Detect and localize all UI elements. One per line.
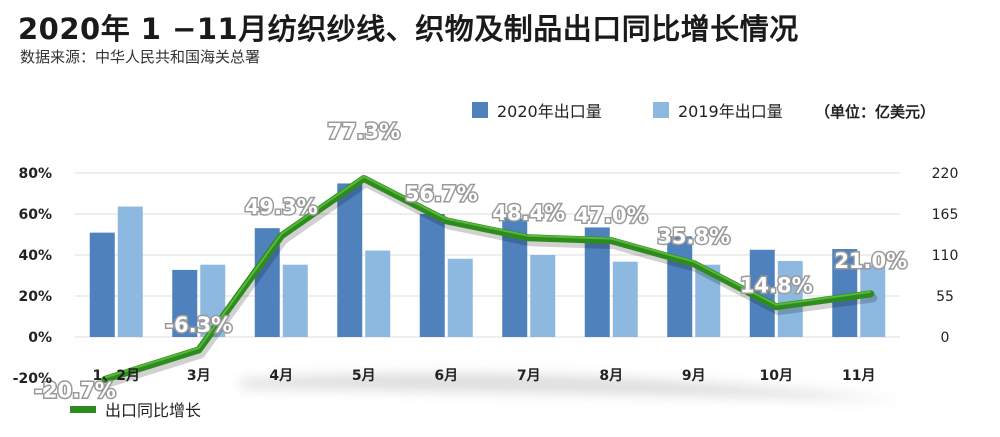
x-axis-tick: 4月: [269, 368, 293, 384]
right-axis-tick: 220: [932, 166, 959, 182]
bar-2019: [777, 260, 803, 337]
percentage-labels: -20.7% -6.3% 49.3% 77.3% 56.7% 48.4% 47.0% 35.8…: [33, 118, 909, 404]
growth-value-label: -20.7%: [34, 378, 116, 402]
x-axis-tick: 8月: [599, 368, 623, 384]
growth-line-group: [101, 175, 878, 388]
bar-2019: [612, 261, 638, 337]
right-axis-tick: 55: [936, 289, 954, 305]
left-axis-tick: 80%: [18, 166, 52, 182]
bar-2020: [89, 232, 115, 337]
bar-2020: [337, 183, 363, 337]
bar-2020: [584, 227, 610, 337]
x-axis: 1、2月 3月 4月 5月 6月 7月 8月 9月 10月 11月: [93, 368, 876, 384]
bar-2019: [282, 264, 308, 337]
left-axis-tick: 20%: [18, 289, 52, 305]
left-axis-tick: 0%: [28, 330, 52, 346]
bars: [89, 183, 886, 337]
growth-value-label: 47.0%: [575, 204, 648, 228]
legend-swatch-2020: [472, 102, 488, 118]
legend-swatch-growth: [70, 406, 96, 413]
growth-value-label: 77.3%: [327, 120, 400, 144]
x-axis-tick: 6月: [434, 368, 458, 384]
growth-line: [101, 175, 875, 383]
right-axis-tick: 165: [932, 207, 959, 223]
bar-2020: [419, 214, 445, 337]
growth-value-label: 14.8%: [740, 274, 813, 298]
growth-value-label: -6.3%: [165, 313, 232, 337]
plot-shadow: [240, 373, 900, 400]
x-axis-tick: 1、2月: [93, 368, 140, 384]
bar-2019: [117, 206, 143, 337]
right-axis-tick: 0: [941, 330, 950, 346]
x-axis-tick: 11月: [842, 368, 875, 384]
left-axis: 80% 60% 40% 20% 0% -20%: [13, 166, 52, 387]
growth-value-label: 56.7%: [405, 182, 478, 206]
left-axis-tick: -20%: [13, 371, 52, 387]
bar-2020: [667, 236, 693, 337]
bar-2019: [530, 255, 556, 337]
growth-line-highlight: [104, 175, 871, 379]
legend-swatch-2019: [653, 102, 669, 118]
data-source: 数据来源：中华人民共和国海关总署: [20, 48, 261, 66]
x-axis-tick: 9月: [682, 368, 706, 384]
right-axis: 220 165 110 55 0: [932, 166, 959, 346]
growth-value-label: 48.4%: [492, 201, 565, 225]
right-axis-tick: 110: [932, 248, 959, 264]
bar-2020: [172, 269, 198, 337]
bar-2019: [447, 258, 473, 337]
legend-label-2020: 2020年出口量: [497, 102, 602, 121]
x-axis-tick: 10月: [760, 368, 793, 384]
left-axis-tick: 60%: [18, 207, 52, 223]
unit-label: （单位：亿美元）: [815, 103, 935, 121]
growth-value-label: 35.8%: [657, 225, 730, 249]
chart-title: 2020年 1 −11月纺织纱线、织物及制品出口同比增长情况: [18, 12, 799, 46]
x-axis-tick: 3月: [187, 368, 211, 384]
bar-2019: [860, 264, 886, 337]
growth-value-label: 21.0%: [834, 249, 907, 273]
x-axis-tick: 7月: [517, 368, 541, 384]
x-axis-tick: 5月: [352, 368, 376, 384]
growth-value-label: 49.3%: [245, 195, 318, 219]
legend-label-2019: 2019年出口量: [678, 102, 783, 121]
bar-2019: [365, 250, 391, 337]
left-axis-tick: 40%: [18, 248, 52, 264]
legend-label-growth: 出口同比增长: [105, 401, 201, 420]
